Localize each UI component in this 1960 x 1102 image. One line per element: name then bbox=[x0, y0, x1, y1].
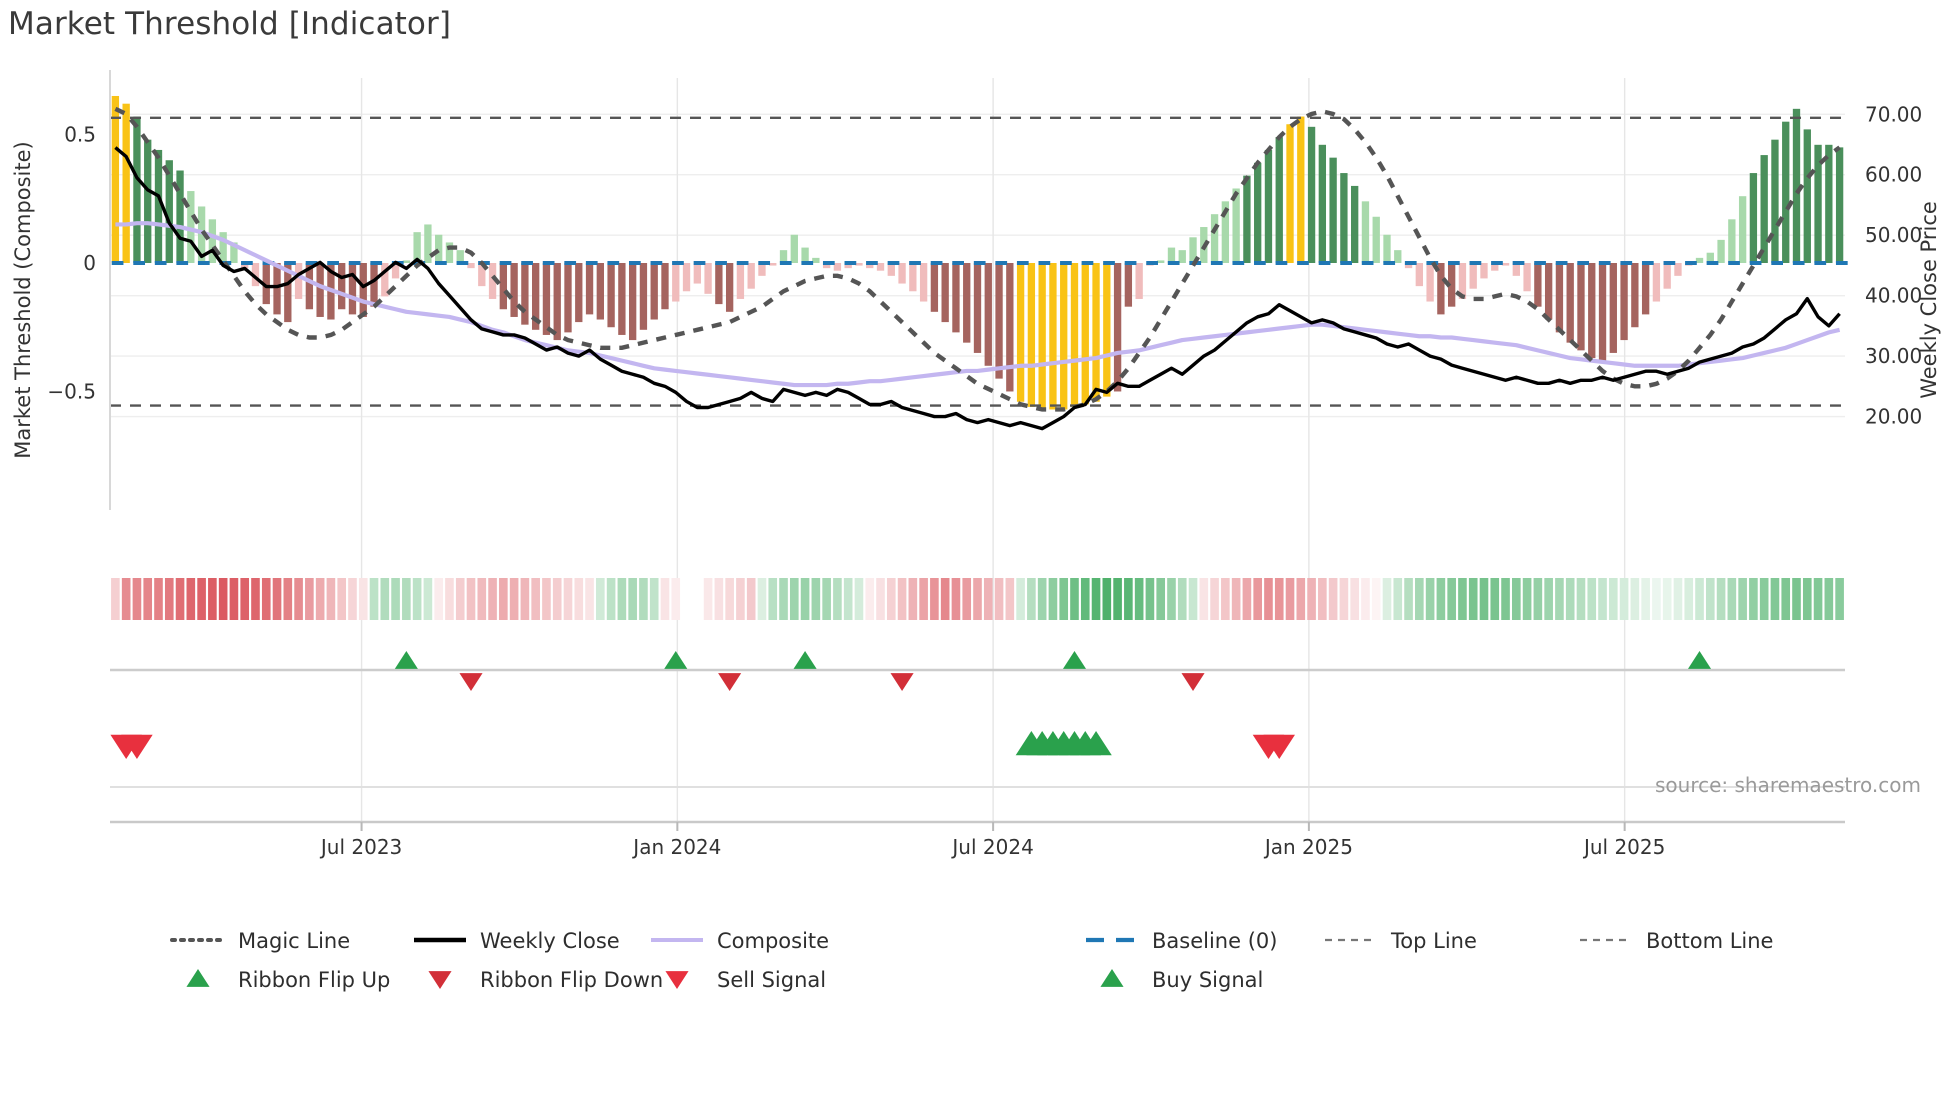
page-title: Market Threshold [Indicator] bbox=[8, 6, 452, 42]
y-axis-left-tick: 0.5 bbox=[64, 123, 96, 147]
y-axis-right-tick: 50.00 bbox=[1865, 223, 1922, 247]
x-axis-tick: Jul 2025 bbox=[1582, 835, 1665, 859]
ribbon-flip-down-marker bbox=[718, 673, 742, 691]
x-axis-tick: Jul 2024 bbox=[950, 835, 1033, 859]
ribbon-flip-up-marker bbox=[394, 651, 418, 669]
ribbon-flip-up-marker bbox=[793, 651, 817, 669]
buy-sell-signal-markers bbox=[110, 731, 1295, 759]
ribbon-flip-up-marker bbox=[1687, 651, 1712, 669]
y-axis-right-tick: 20.00 bbox=[1865, 405, 1922, 429]
x-axis-tick: Jul 2023 bbox=[319, 835, 402, 859]
ribbon-flip-down-marker bbox=[890, 673, 914, 691]
legend-label: Top Line bbox=[1390, 929, 1477, 953]
grid-layer bbox=[110, 78, 1845, 822]
axes-layer: 0.5 0 −0.5 70.00 60.00 50.00 40.00 30.00 20.00 Ju… bbox=[47, 70, 1922, 859]
ribbon-flip-down-marker bbox=[1181, 673, 1205, 691]
sell-signal-marker bbox=[121, 734, 153, 759]
legend: Magic Line Weekly Close Composite Baseline … bbox=[170, 929, 1773, 992]
y-axis-right-tick: 60.00 bbox=[1865, 163, 1922, 187]
y-axis-left-tick: −0.5 bbox=[47, 379, 96, 403]
y-axis-left-tick: 0 bbox=[83, 251, 96, 275]
legend-item[interactable]: Baseline (0) bbox=[1086, 929, 1277, 953]
ribbon-flip-up-marker bbox=[664, 651, 688, 669]
x-axis-tick: Jan 2024 bbox=[631, 835, 721, 859]
ribbon-flip-down-marker bbox=[459, 673, 483, 691]
series-lines-layer bbox=[114, 106, 1841, 431]
legend-triangle-down-icon bbox=[665, 971, 689, 989]
x-axis-tick: Jan 2025 bbox=[1263, 835, 1353, 859]
y-axis-right-tick: 70.00 bbox=[1865, 102, 1922, 126]
sell-signal-marker bbox=[1263, 734, 1295, 759]
legend-item[interactable]: Magic Line bbox=[170, 929, 350, 953]
legend-item[interactable]: Bottom Line bbox=[1580, 929, 1773, 953]
legend-triangle-up-icon bbox=[186, 969, 210, 987]
legend-label: Sell Signal bbox=[717, 968, 826, 992]
legend-item[interactable]: Sell Signal bbox=[665, 968, 826, 992]
ribbon-strip bbox=[111, 578, 1844, 620]
legend-item[interactable]: Ribbon Flip Down bbox=[428, 968, 663, 992]
legend-label: Weekly Close bbox=[480, 929, 620, 953]
legend-item[interactable]: Buy Signal bbox=[1100, 968, 1263, 992]
composite-bars-layer bbox=[111, 95, 1844, 410]
legend-label: Buy Signal bbox=[1152, 968, 1263, 992]
legend-triangle-down-icon bbox=[428, 971, 452, 989]
legend-item[interactable]: Top Line bbox=[1325, 929, 1477, 953]
legend-label: Baseline (0) bbox=[1152, 929, 1277, 953]
legend-label: Bottom Line bbox=[1646, 929, 1773, 953]
legend-triangle-up-icon bbox=[1100, 969, 1124, 987]
ribbon-flip-markers bbox=[110, 651, 1845, 691]
y-axis-right-tick: 40.00 bbox=[1865, 284, 1922, 308]
legend-label: Composite bbox=[717, 929, 829, 953]
legend-label: Ribbon Flip Up bbox=[238, 968, 390, 992]
y-axis-right-tick: 30.00 bbox=[1865, 344, 1922, 368]
threshold-lines-layer bbox=[110, 116, 1845, 407]
legend-item[interactable]: Ribbon Flip Up bbox=[186, 968, 390, 992]
legend-label: Magic Line bbox=[238, 929, 350, 953]
legend-item[interactable]: Weekly Close bbox=[414, 929, 620, 953]
ribbon-flip-up-marker bbox=[1062, 651, 1087, 669]
buy-signal-marker bbox=[1080, 731, 1112, 756]
legend-label: Ribbon Flip Down bbox=[480, 968, 663, 992]
legend-item[interactable]: Composite bbox=[651, 929, 829, 953]
